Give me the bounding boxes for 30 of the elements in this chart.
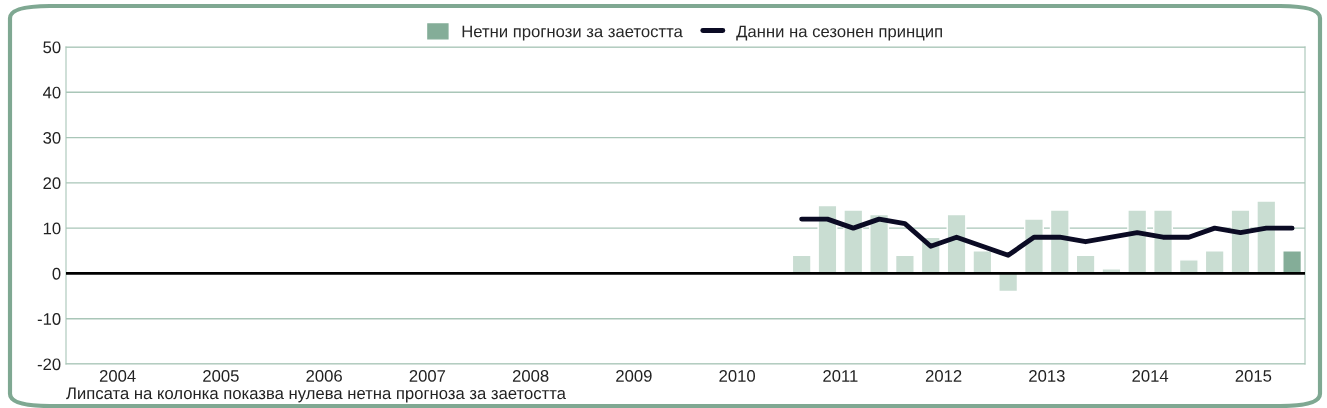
- x-tick-label: 2008: [512, 370, 549, 382]
- x-tick-label: 2015: [1235, 370, 1272, 382]
- bar: [1127, 209, 1148, 275]
- x-tick-label: 2012: [925, 370, 962, 382]
- bar: [1204, 250, 1225, 275]
- x-tick-label: 2013: [1029, 370, 1065, 382]
- x-tick-label: 2010: [719, 370, 756, 382]
- legend-label: Нетни прогнози за заетостта: [462, 25, 683, 41]
- y-tick-label: 20: [43, 177, 61, 190]
- y-tick-label: -10: [37, 313, 61, 325]
- bar: [817, 204, 838, 275]
- bar: [1230, 209, 1251, 275]
- y-tick-label: -20: [37, 358, 61, 371]
- x-tick-label: 2005: [203, 370, 239, 382]
- line-series: [799, 216, 1295, 258]
- x-tick-label: 2007: [409, 370, 446, 382]
- legend-label: Данни на сезонен принцип: [736, 25, 942, 41]
- bar: [972, 250, 993, 275]
- x-tick-label: 2006: [306, 370, 342, 382]
- x-tick-label: 2004: [99, 370, 136, 382]
- y-tick-label: 10: [43, 222, 61, 235]
- x-tick-label: 2014: [1132, 370, 1169, 382]
- bar: [1282, 250, 1303, 275]
- text: Липсата на колонка показва нулева нетна прогноза за заетостта: [66, 387, 566, 403]
- y-tick-label: 50: [43, 41, 61, 54]
- y-tick-label: 30: [43, 131, 61, 144]
- y-tick-label: 0: [52, 267, 61, 280]
- y-tick-label: 40: [42, 86, 61, 99]
- x-tick-label: 2009: [616, 370, 652, 382]
- x-tick-label: 2011: [823, 370, 858, 382]
